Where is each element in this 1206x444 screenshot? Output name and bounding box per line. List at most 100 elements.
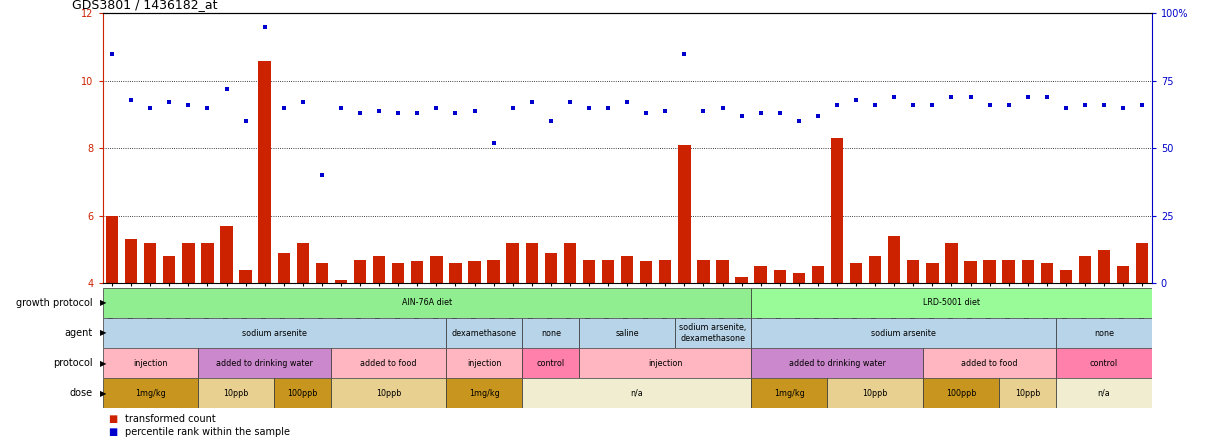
Text: ▶: ▶ bbox=[100, 359, 106, 368]
Point bbox=[866, 102, 885, 109]
Bar bbox=[198, 348, 332, 378]
Bar bbox=[239, 270, 252, 283]
Point bbox=[789, 118, 808, 125]
Point bbox=[713, 104, 732, 111]
Text: 1mg/kg: 1mg/kg bbox=[135, 389, 165, 398]
Bar bbox=[1097, 250, 1111, 283]
Point bbox=[1076, 102, 1095, 109]
Bar bbox=[332, 378, 446, 408]
Text: dose: dose bbox=[70, 388, 93, 398]
Bar bbox=[125, 239, 137, 283]
Point bbox=[503, 104, 522, 111]
Point bbox=[388, 110, 408, 117]
Point bbox=[980, 102, 1000, 109]
Text: agent: agent bbox=[65, 328, 93, 338]
Bar bbox=[755, 266, 767, 283]
Bar bbox=[163, 256, 176, 283]
Bar bbox=[297, 243, 309, 283]
Bar bbox=[353, 260, 367, 283]
Point bbox=[923, 102, 942, 109]
Point bbox=[446, 110, 466, 117]
Bar bbox=[602, 260, 614, 283]
Point bbox=[999, 102, 1018, 109]
Text: injection: injection bbox=[648, 359, 683, 368]
Text: 100ppb: 100ppb bbox=[287, 389, 318, 398]
Bar bbox=[1021, 260, 1034, 283]
Text: n/a: n/a bbox=[1097, 389, 1111, 398]
Bar bbox=[831, 138, 843, 283]
Bar bbox=[773, 270, 786, 283]
Point bbox=[141, 104, 160, 111]
Point bbox=[484, 139, 503, 147]
Point bbox=[178, 102, 198, 109]
Bar bbox=[1078, 256, 1091, 283]
Point bbox=[1056, 104, 1076, 111]
Text: n/a: n/a bbox=[631, 389, 643, 398]
Bar bbox=[258, 60, 271, 283]
Bar bbox=[675, 318, 751, 348]
Point bbox=[961, 93, 980, 100]
Bar bbox=[582, 260, 596, 283]
Point bbox=[1132, 102, 1152, 109]
Bar bbox=[983, 260, 996, 283]
Bar bbox=[751, 318, 1056, 348]
Bar bbox=[888, 236, 901, 283]
Point bbox=[732, 112, 751, 119]
Point bbox=[464, 107, 484, 114]
Point bbox=[122, 96, 141, 103]
Bar bbox=[716, 260, 728, 283]
Bar bbox=[468, 262, 481, 283]
Point bbox=[254, 23, 274, 30]
Point bbox=[827, 102, 847, 109]
Text: control: control bbox=[1090, 359, 1118, 368]
Point bbox=[884, 93, 903, 100]
Point bbox=[561, 99, 580, 106]
Text: 1mg/kg: 1mg/kg bbox=[469, 389, 499, 398]
Point bbox=[198, 104, 217, 111]
Text: ■: ■ bbox=[109, 427, 118, 437]
Bar bbox=[103, 378, 198, 408]
Point bbox=[1094, 102, 1113, 109]
Text: LRD-5001 diet: LRD-5001 diet bbox=[923, 298, 980, 307]
Text: dexamethasone: dexamethasone bbox=[451, 329, 516, 337]
Point bbox=[771, 110, 790, 117]
Bar bbox=[316, 263, 328, 283]
Text: AIN-76A diet: AIN-76A diet bbox=[402, 298, 452, 307]
Point bbox=[942, 93, 961, 100]
Bar bbox=[965, 262, 977, 283]
Bar bbox=[449, 263, 462, 283]
Point bbox=[369, 107, 388, 114]
Point bbox=[1037, 93, 1056, 100]
Bar bbox=[335, 280, 347, 283]
Point bbox=[656, 107, 675, 114]
Text: sodium arsenite: sodium arsenite bbox=[241, 329, 306, 337]
Bar bbox=[923, 348, 1056, 378]
Text: growth protocol: growth protocol bbox=[16, 298, 93, 308]
Text: sodium arsenite,
dexamethasone: sodium arsenite, dexamethasone bbox=[679, 323, 747, 343]
Text: transformed count: transformed count bbox=[125, 414, 216, 424]
Point bbox=[293, 99, 312, 106]
Point bbox=[541, 118, 561, 125]
Bar bbox=[373, 256, 386, 283]
Point bbox=[522, 99, 541, 106]
Bar bbox=[697, 260, 709, 283]
Point bbox=[598, 104, 617, 111]
Bar bbox=[144, 243, 157, 283]
Text: added to food: added to food bbox=[361, 359, 417, 368]
Point bbox=[312, 172, 332, 179]
Bar bbox=[446, 378, 522, 408]
Text: injection: injection bbox=[467, 359, 502, 368]
Bar bbox=[926, 263, 938, 283]
Bar bbox=[1060, 270, 1072, 283]
Bar bbox=[103, 348, 198, 378]
Bar bbox=[907, 260, 919, 283]
Bar bbox=[182, 243, 194, 283]
Bar bbox=[106, 216, 118, 283]
Point bbox=[408, 110, 427, 117]
Bar bbox=[751, 348, 923, 378]
Point bbox=[236, 118, 256, 125]
Point bbox=[1113, 104, 1132, 111]
Text: none: none bbox=[1094, 329, 1114, 337]
Bar bbox=[392, 263, 404, 283]
Point bbox=[903, 102, 923, 109]
